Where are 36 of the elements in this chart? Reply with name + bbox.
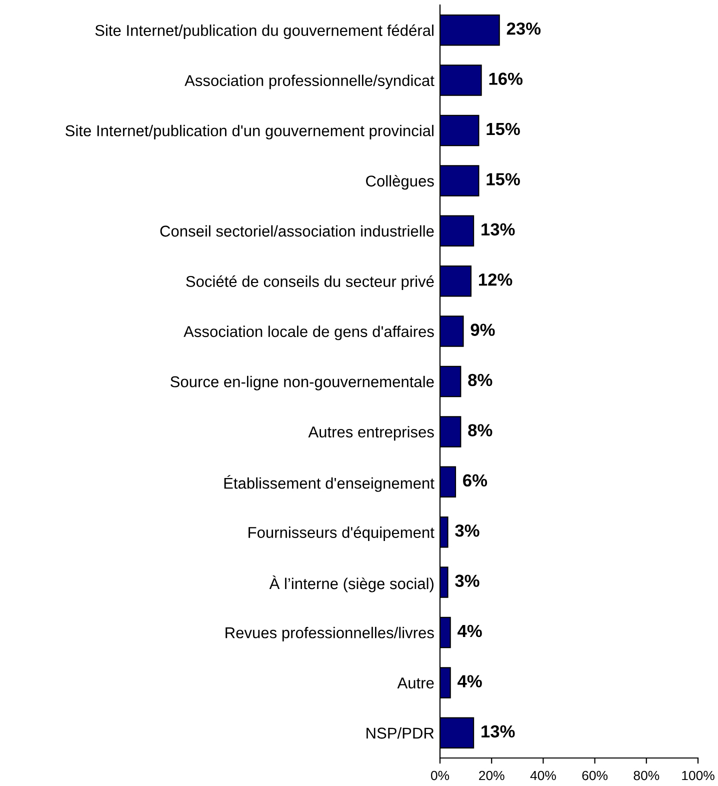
y-tick-label: Revues professionnelles/livres: [226, 626, 434, 642]
x-tick-label: 80%: [634, 770, 660, 780]
data-label: 4%: [458, 675, 482, 688]
data-label: 6%: [463, 474, 488, 487]
y-tick-label: Autre: [397, 678, 434, 688]
data-label: 15%: [486, 122, 520, 136]
x-tick-label: 60%: [582, 770, 608, 780]
y-tick-label: Site Internet/publication d'un gouvernement provincial: [66, 124, 434, 140]
x-tick-label: 20%: [479, 770, 504, 780]
data-label: 12%: [479, 273, 512, 286]
data-label: 3%: [455, 524, 480, 537]
x-tick-label: 40%: [530, 770, 556, 780]
y-tick-label: NSP/PDR: [366, 727, 434, 739]
data-label: 23%: [506, 22, 541, 35]
y-tick-label: Autres entreprises: [308, 426, 434, 441]
y-tick-label: Association professionnelle/syndicat: [184, 74, 434, 90]
y-tick-label: Établissement d'enseignement: [224, 475, 434, 492]
data-label: 15%: [486, 173, 520, 186]
data-label: 8%: [468, 424, 492, 436]
y-tick-label: À l’interne (siège social): [269, 576, 434, 592]
data-label: 4%: [458, 624, 482, 638]
y-tick-label: Collègues: [366, 174, 434, 190]
data-label: 16%: [489, 72, 523, 85]
y-tick-label: Conseil sectoriel/association industrielle: [160, 225, 434, 237]
y-tick-label: Site Internet/publication du gouvernement fédéral: [95, 24, 434, 40]
x-tick-label: 0%: [430, 770, 450, 780]
data-label: 13%: [482, 725, 515, 738]
y-tick-label: Source en-ligne non-gouvernementale: [170, 376, 434, 390]
data-label: 3%: [455, 574, 480, 587]
data-label: 9%: [470, 324, 495, 336]
y-tick-label: Association locale de gens d'affaires: [184, 326, 434, 340]
x-tick-label: 100%: [682, 770, 714, 780]
data-label: 13%: [482, 223, 515, 236]
data-label: 8%: [468, 374, 492, 386]
y-tick-label: Fournisseurs d'équipement: [248, 526, 434, 542]
y-tick-label: Société de conseils du secteur privé: [186, 275, 434, 290]
